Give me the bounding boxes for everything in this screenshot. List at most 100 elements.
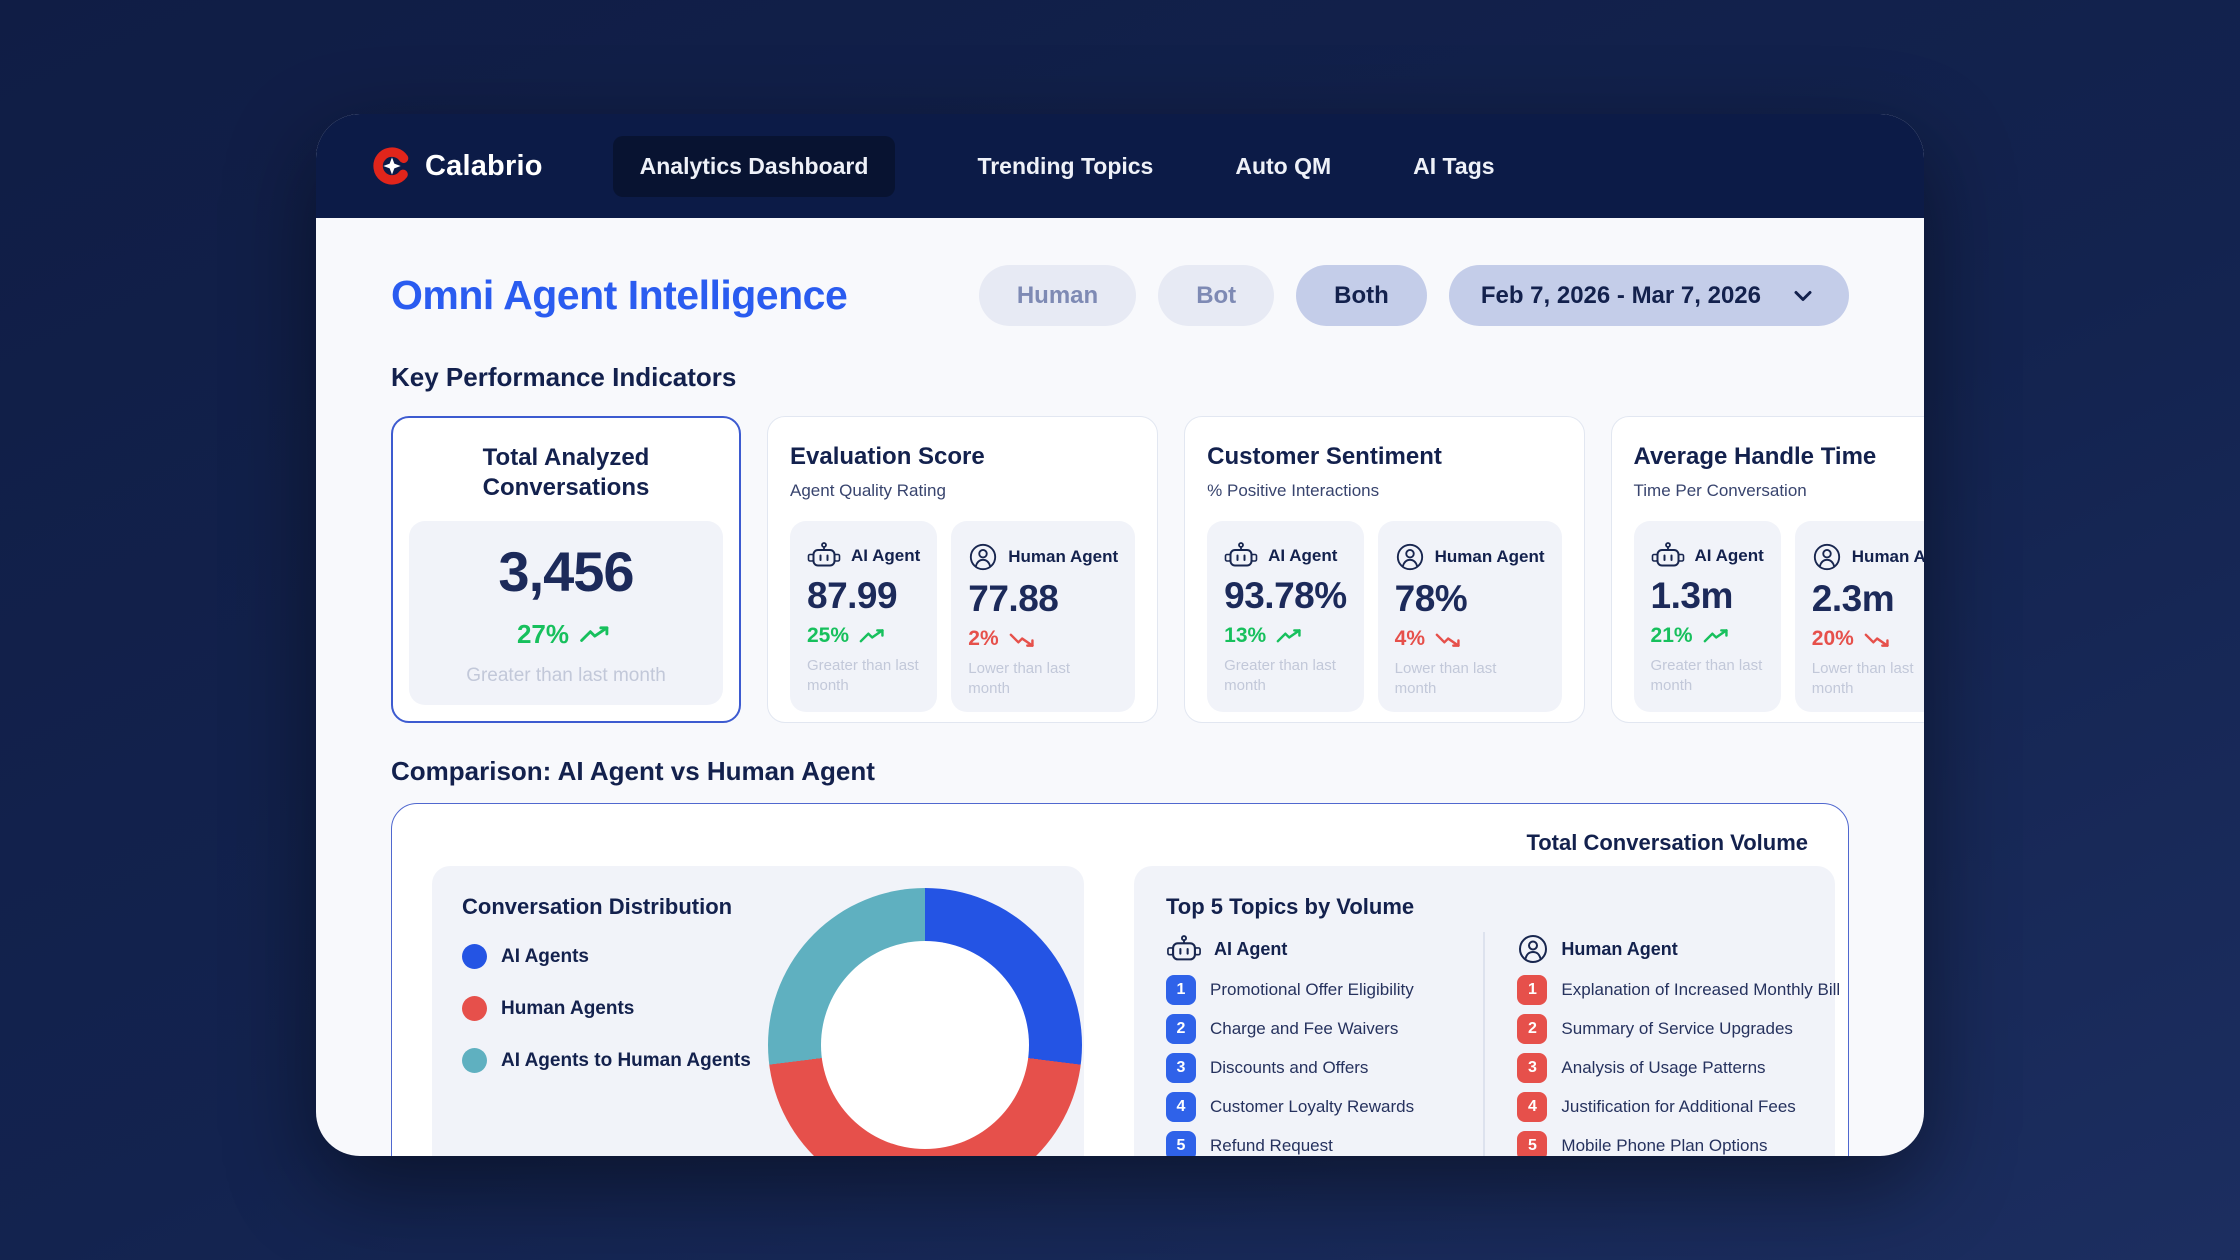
rank-badge: 4 [1517,1092,1548,1122]
kpi-total-change: 27% [517,619,615,650]
topic-row: 5 Refund Request [1166,1131,1451,1156]
legend-item-ai-to-human-agents: AI Agents to Human Agents [462,1048,1054,1073]
brand-logo[interactable]: Calabrio [372,146,543,186]
date-range-value: Feb 7, 2026 - Mar 7, 2026 [1480,281,1761,309]
human-agent-stat: Human Agent 2.3m 20% Lower than last mon… [1794,521,1924,712]
mini-label: AI Agent [851,545,921,565]
topic-label: Explanation of Increased Monthly Bill [1561,980,1841,999]
distribution-title: Conversation Distribution [462,894,733,919]
mini-value: 78% [1394,578,1468,619]
legend-label: AI Agents to Human Agents [501,1049,751,1071]
comparison-panel-title: Total Conversation Volume [1526,830,1808,855]
rank-badge: 4 [1166,1092,1196,1122]
conversation-distribution-panel: Conversation Distribution AI Agents Huma… [432,866,1084,1156]
mini-change: 4% [1395,627,1545,651]
topic-label: Customer Loyalty Rewards [1210,1097,1415,1116]
legend-swatch [462,1048,487,1073]
mini-label: Human Agent [1008,547,1119,566]
human-agent-stat: Human Agent 78% 4% Lower than last month [1377,521,1562,712]
mini-label: Human Agent [1851,547,1924,566]
nav-item-ai-tags[interactable]: AI Tags [1413,152,1495,179]
topic-row: 2 Charge and Fee Waivers [1166,1014,1451,1044]
brand-name: Calabrio [425,149,543,182]
change-value: 25% [807,624,850,647]
topic-label: Charge and Fee Waivers [1210,1019,1399,1038]
human-agent-icon [1519,935,1548,963]
title-row: Omni Agent Intelligence Human Bot Both F… [391,265,1849,326]
topic-row: 1 Explanation of Increased Monthly Bill [1517,975,1840,1005]
kpi-total-note: Greater than last month [466,665,666,686]
date-range-picker[interactable]: Feb 7, 2026 - Mar 7, 2026 [1448,265,1849,326]
filter-both[interactable]: Both [1296,265,1427,326]
comparison-panel: Total Conversation Volume Conversation D… [391,803,1849,1156]
mini-change: 2% [968,627,1118,651]
kpi-card-title: Total Analyzed Conversations [482,444,650,501]
kpi-card-subtitle: Time Per Conversation [1633,481,1807,500]
mini-change: 20% [1812,627,1924,651]
ai-agent-icon [1224,542,1258,567]
trend-down-icon [1009,633,1034,647]
trend-up-icon [1276,628,1301,642]
trend-up-icon [580,625,609,642]
topic-label: Analysis of Usage Patterns [1561,1058,1766,1077]
kpi-card-total-conversations[interactable]: Total Analyzed Conversations 3,456 27% G… [391,416,741,723]
nav-items: Analytics Dashboard Trending Topics Auto… [612,135,1495,197]
trend-up-icon [1703,628,1728,642]
mini-label: AI Agent [1268,545,1338,565]
filter-bot[interactable]: Bot [1158,265,1275,326]
kpi-card-customer-sentiment[interactable]: Customer Sentiment % Positive Interactio… [1184,416,1585,723]
calabrio-logo-icon [373,147,411,185]
legend-swatch [462,944,487,969]
topic-label: Refund Request [1210,1136,1333,1155]
rank-badge: 5 [1166,1131,1196,1156]
kpi-card-title: Evaluation Score [790,443,985,470]
change-value: 27% [516,619,570,649]
legend-label: AI Agents [501,945,589,967]
mini-label: Human Agent [1434,547,1545,566]
legend-label: Human Agents [501,997,635,1019]
mini-note: Lower than last month [1811,660,1914,698]
filter-human[interactable]: Human [978,265,1137,326]
kpi-card-subtitle: Agent Quality Rating [790,481,946,500]
ai-agent-icon [1651,542,1684,567]
trend-down-icon [1435,633,1460,647]
kpi-card-title: Average Handle Time [1633,443,1877,470]
ai-agent-stat: AI Agent 87.99 25% Greater than last mon… [790,521,938,712]
mini-change: 25% [807,624,920,648]
ai-agent-stat: AI Agent 1.3m 21% Greater than last mont… [1633,521,1781,712]
topic-label: Promotional Offer Eligibility [1210,980,1414,999]
topic-label: Summary of Service Upgrades [1561,1019,1793,1038]
donut-chart [768,888,1082,1156]
kpi-card-average-handle-time[interactable]: Average Handle Time Time Per Conversatio… [1610,416,1924,723]
kpi-card-evaluation-score[interactable]: Evaluation Score Agent Quality Rating [767,416,1159,723]
kpi-card-title: Customer Sentiment [1207,443,1442,470]
nav-item-analytics-dashboard[interactable]: Analytics Dashboard [612,135,896,197]
change-value: 20% [1811,627,1854,650]
mini-value: 1.3m [1650,575,1734,616]
topics-column-human-agent: Human Agent 1 Explanation of Increased M… [1483,932,1840,1156]
human-agent-icon [970,543,997,571]
kpi-total-panel: 3,456 27% Greater than last month [409,521,723,705]
change-value: 21% [1650,624,1693,647]
legend-item-human-agents: Human Agents [462,996,1054,1021]
mini-label: AI Agent [1694,545,1764,565]
ai-agent-stat: AI Agent 93.78% 13% Greater than last mo… [1207,521,1364,712]
mini-value: 93.78% [1224,575,1347,616]
rank-badge: 1 [1517,975,1548,1005]
rank-badge: 3 [1166,1053,1196,1083]
nav-item-auto-qm[interactable]: Auto QM [1235,152,1332,179]
mini-note: Greater than last month [1650,657,1763,695]
rank-badge: 2 [1517,1014,1548,1044]
topic-row: 5 Mobile Phone Plan Options [1517,1131,1802,1156]
ai-agent-icon [807,542,841,567]
mini-value: 87.99 [807,575,898,616]
topics-column-ai-agent: AI Agent 1 Promotional Offer Eligibility… [1166,932,1483,1156]
dashboard-window: Calabrio Analytics Dashboard Trending To… [316,114,1924,1156]
topic-row: 3 Analysis of Usage Patterns [1517,1053,1802,1083]
kpi-section-title: Key Performance Indicators [391,362,737,392]
rank-badge: 1 [1166,975,1196,1005]
topic-row: 4 Justification for Additional Fees [1517,1092,1802,1122]
change-value: 4% [1394,627,1425,650]
mini-value: 77.88 [968,578,1059,619]
nav-item-trending-topics[interactable]: Trending Topics [977,152,1154,179]
